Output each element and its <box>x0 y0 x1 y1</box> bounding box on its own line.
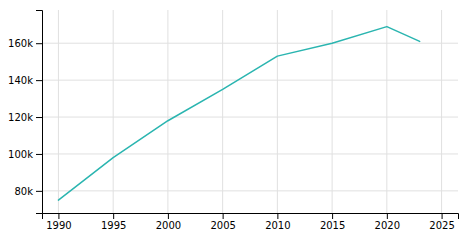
tick-label: 120k <box>8 112 33 123</box>
grid-line <box>42 153 458 154</box>
tick-label: 2015 <box>320 220 345 231</box>
tick-label: 2025 <box>429 220 454 231</box>
plot-area <box>58 27 419 200</box>
y-axis: 80k 100k 120k 140k 160k <box>8 11 42 214</box>
chart: 1990 1995 2000 2005 2010 2015 2020 2025 80k 100k 1… <box>0 0 474 237</box>
tick: 2010 <box>265 213 290 231</box>
tick-mark <box>387 213 388 219</box>
grid-line <box>167 10 168 213</box>
tick: 2025 <box>429 213 454 231</box>
tick-mark <box>168 213 169 219</box>
grid-line <box>441 10 442 213</box>
grid-line <box>386 10 387 213</box>
grid-line <box>222 10 223 213</box>
tick-label: 100k <box>8 149 33 160</box>
axis-line <box>43 214 459 220</box>
tick-mark <box>332 213 333 219</box>
tick-mark <box>277 213 278 219</box>
tick-label: 2000 <box>156 220 181 231</box>
tick: 2020 <box>375 213 400 231</box>
tick: 160k <box>8 38 42 49</box>
grid-line <box>277 10 278 213</box>
tick-label: 2005 <box>210 220 235 231</box>
tick: 2005 <box>210 213 235 231</box>
tick-mark <box>36 191 42 192</box>
grid-line <box>58 10 59 213</box>
grid-line <box>42 117 458 118</box>
grid-line <box>332 10 333 213</box>
grid-line <box>42 80 458 81</box>
tick-label: 1995 <box>101 220 126 231</box>
tick-label: 160k <box>8 38 33 49</box>
plot: 1990 1995 2000 2005 2010 2015 2020 2025 80k 100k 1… <box>8 10 458 231</box>
tick-mark <box>36 80 42 81</box>
tick-mark <box>113 213 114 219</box>
tick-mark <box>36 117 42 118</box>
x-axis: 1990 1995 2000 2005 2010 2015 2020 2025 <box>43 213 459 231</box>
tick-label: 2020 <box>375 220 400 231</box>
grid-line <box>42 43 458 44</box>
tick: 120k <box>8 112 42 123</box>
tick-label: 1990 <box>46 220 71 231</box>
tick-mark <box>36 43 42 44</box>
tick-mark <box>223 213 224 219</box>
grid <box>42 10 458 213</box>
tick: 100k <box>8 149 42 160</box>
tick: 1990 <box>46 213 71 231</box>
tick: 140k <box>8 75 42 86</box>
tick: 80k <box>14 186 42 197</box>
line <box>58 27 419 200</box>
tick: 2015 <box>320 213 345 231</box>
tick-label: 2010 <box>265 220 290 231</box>
tick: 1995 <box>101 213 126 231</box>
tick: 2000 <box>156 213 181 231</box>
axis-line <box>36 11 43 214</box>
tick-mark <box>36 154 42 155</box>
tick-label: 80k <box>14 186 33 197</box>
tick-mark <box>58 213 59 219</box>
grid-line <box>113 10 114 213</box>
tick-mark <box>442 213 443 219</box>
grid-line <box>42 190 458 191</box>
tick-label: 140k <box>8 75 33 86</box>
